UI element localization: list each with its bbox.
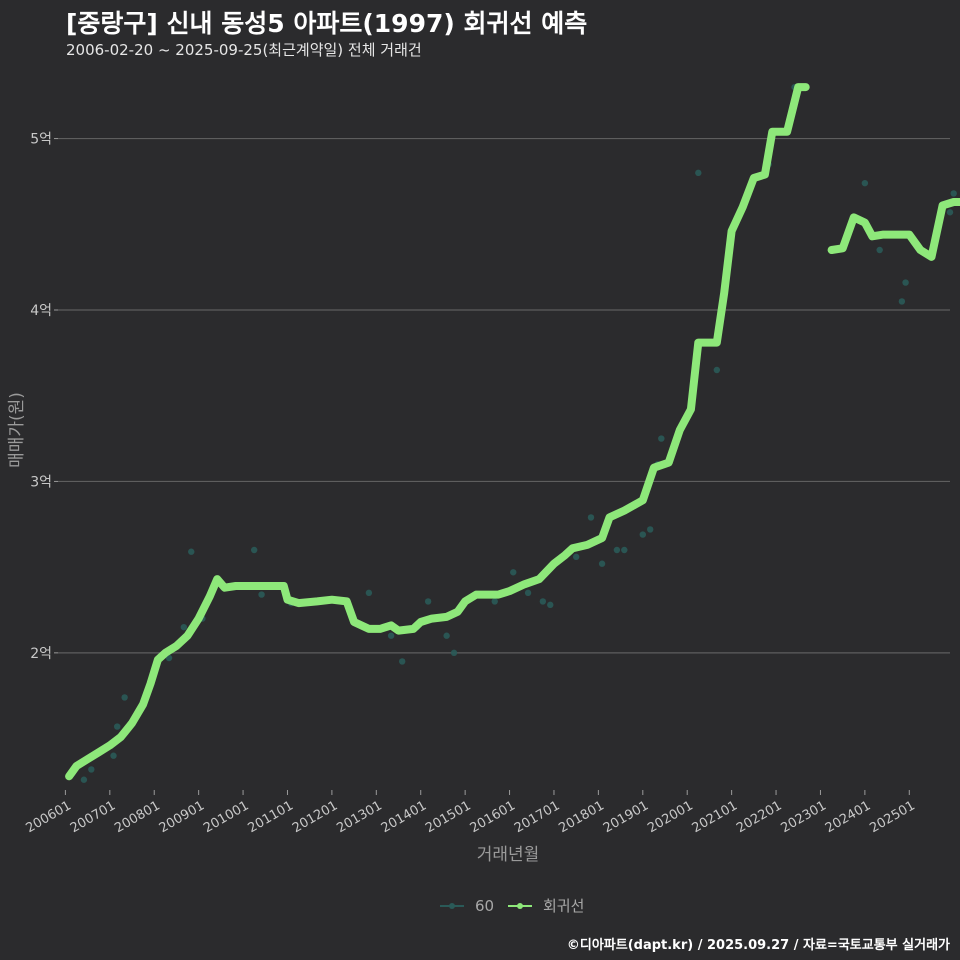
x-tick-label: 200701 [68,798,118,836]
regression-line [827,198,960,261]
x-tick-label: 201101 [246,798,296,836]
data-point [646,526,654,533]
x-tick-label: 202401 [823,798,873,836]
x-tick-label: 200801 [112,798,162,836]
regression-lines [65,83,960,781]
data-point [539,598,547,605]
data-point [902,279,909,286]
data-point [598,560,606,567]
y-tick-label: 3억 [30,474,52,490]
data-point [188,548,195,555]
data-point [713,366,721,374]
data-point [572,553,580,561]
x-tick-label: 201701 [512,798,562,836]
legend-label-regression: 회귀선 [543,897,584,915]
x-tick-label: 202101 [690,798,740,836]
data-point [587,514,595,521]
x-tick-label: 200901 [157,798,207,836]
data-point [450,649,458,657]
x-tick-label: 201501 [423,798,473,836]
x-tick-label: 202501 [867,798,917,836]
x-tick-label: 202201 [734,798,784,836]
data-point [898,298,906,305]
data-point [950,190,957,197]
data-point [365,589,373,597]
data-point [695,169,702,177]
data-point [510,569,517,576]
legend-key-60-dot [449,903,455,909]
x-tick-label: 202001 [645,798,695,836]
data-point [443,632,450,639]
data-point [165,654,173,662]
data-point [639,531,646,538]
y-tick-label: 5억 [30,132,52,148]
data-point [110,752,117,759]
gridlines [58,137,950,654]
data-point [387,632,395,639]
data-point [424,598,432,605]
x-tick-label: 201001 [201,798,251,836]
y-axis-ticks: 2억 3억 4억 5억 [30,132,58,662]
y-axis-title: 매매가(원) [7,392,27,468]
y-tick-label: 4억 [30,303,52,319]
x-tick-label: 201301 [334,798,384,836]
data-point [180,623,188,631]
data-point [658,435,665,442]
x-tick-label: 201201 [290,798,340,836]
scatter-points [69,83,957,783]
legend: 60 회귀선 [440,897,584,915]
x-tick-label: 201801 [556,798,606,836]
data-point [621,546,628,554]
source-credit: ©디아파트(dapt.kr) / 2025.09.27 / 자료=국토교통부 실… [566,938,950,953]
data-point [547,601,554,609]
chart-title: [중랑구] 신내 동성5 아파트(1997) 회귀선 예측 [66,9,588,38]
x-tick-label: 202301 [779,798,829,836]
y-tick-label: 2억 [30,646,52,662]
data-point [258,591,265,598]
chart-subtitle: 2006-02-20 ~ 2025-09-25(최근계약일) 전체 거래건 [66,41,422,59]
data-point [491,598,498,605]
data-point [80,776,88,783]
data-point [250,546,258,554]
regression-line [65,83,810,781]
x-tick-label: 200601 [23,798,73,836]
x-axis-ticks: 2006012007012008012009012010012011012012… [23,790,918,836]
data-point [613,546,621,554]
x-tick-label: 201601 [468,798,518,836]
data-point [88,766,95,773]
x-axis-title: 거래년월 [477,845,540,865]
legend-label-60: 60 [475,897,494,915]
legend-key-regression-dot [517,903,523,909]
data-point [121,694,128,701]
data-point [524,589,532,597]
x-tick-label: 201401 [379,798,429,836]
data-point [114,723,121,730]
data-point [399,658,406,665]
data-point [876,246,883,254]
data-point [946,209,954,216]
data-point [861,179,869,187]
x-tick-label: 201901 [601,798,651,836]
